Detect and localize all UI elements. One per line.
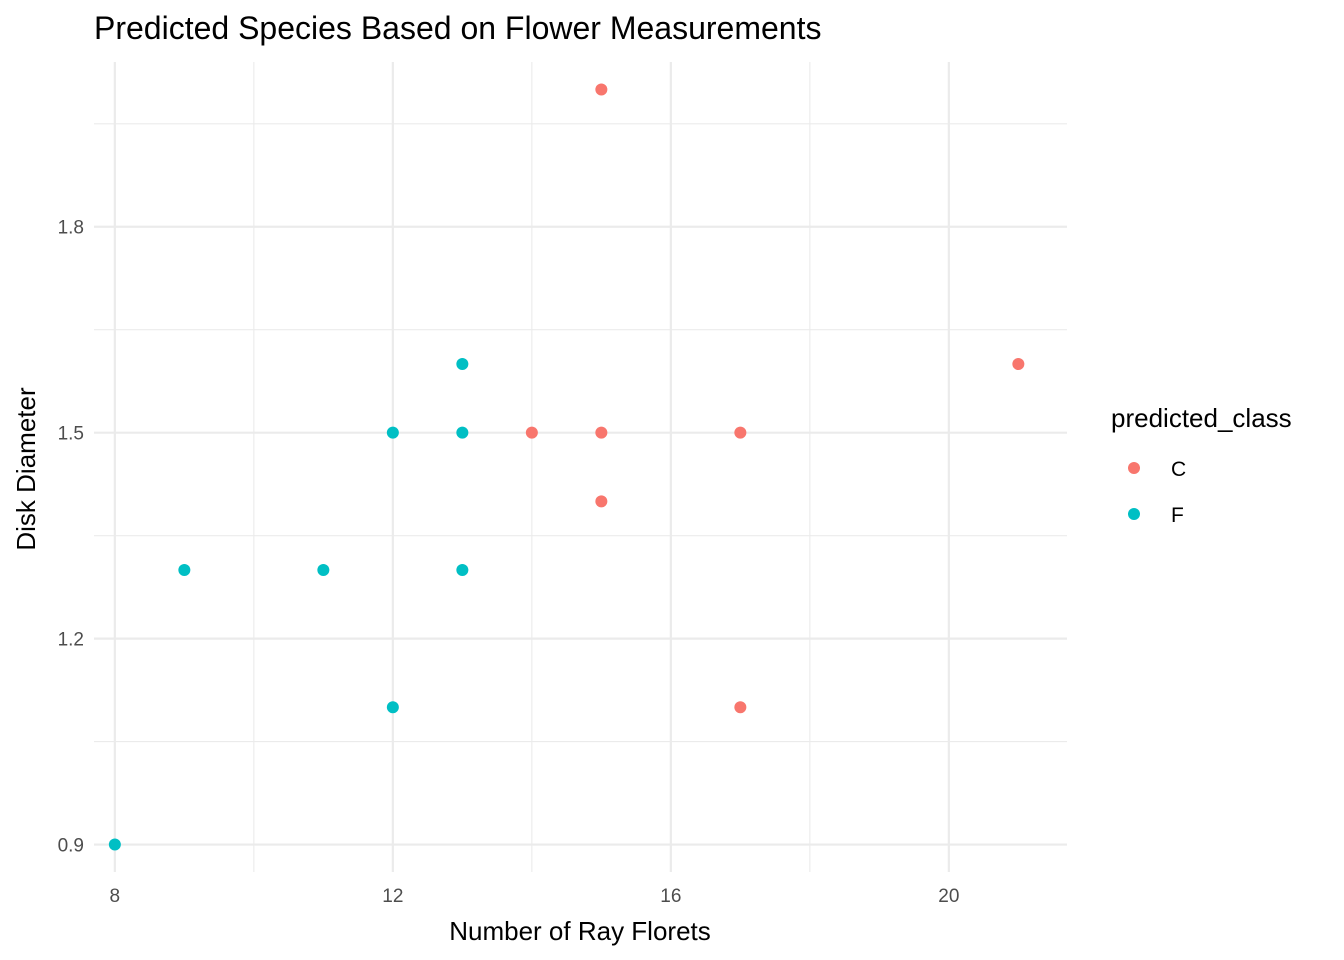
data-point-f xyxy=(108,838,121,851)
x-tick-label: 8 xyxy=(110,886,121,907)
y-axis-title: Disk Diameter xyxy=(11,387,41,551)
x-axis-ticks: 8 12 16 20 xyxy=(110,886,960,907)
data-point-c xyxy=(734,701,747,714)
minor-gridlines xyxy=(94,62,1067,872)
x-tick-label: 20 xyxy=(938,886,959,907)
y-tick-label: 1.5 xyxy=(58,424,84,445)
legend-key-f xyxy=(1128,508,1140,520)
data-point-c xyxy=(734,426,747,439)
data-point-f xyxy=(386,426,399,439)
data-point-f xyxy=(456,563,469,576)
x-axis-title: Number of Ray Florets xyxy=(449,916,711,946)
major-gridlines xyxy=(94,62,1067,872)
data-point-c xyxy=(595,495,608,508)
legend-label-c: C xyxy=(1171,458,1186,481)
y-tick-label: 0.9 xyxy=(58,836,84,857)
data-point-c xyxy=(595,83,608,96)
data-point-f xyxy=(386,701,399,714)
chart-title: Predicted Species Based on Flower Measur… xyxy=(94,10,821,46)
data-point-f xyxy=(456,358,469,371)
data-point-c xyxy=(595,426,608,439)
x-tick-label: 16 xyxy=(660,886,681,907)
data-point-c xyxy=(525,426,538,439)
data-point-f xyxy=(317,563,330,576)
y-axis-ticks: 0.9 1.2 1.5 1.8 xyxy=(58,218,84,857)
legend-entries: CF xyxy=(1128,458,1186,527)
data-point-c xyxy=(1012,358,1025,371)
data-point-f xyxy=(178,563,191,576)
data-points xyxy=(108,83,1025,851)
data-point-f xyxy=(456,426,469,439)
y-tick-label: 1.2 xyxy=(58,630,84,651)
legend-label-f: F xyxy=(1171,504,1184,527)
x-tick-label: 12 xyxy=(382,886,403,907)
legend: predicted_class CF xyxy=(1111,403,1292,527)
legend-title: predicted_class xyxy=(1111,403,1292,433)
y-tick-label: 1.8 xyxy=(58,218,84,239)
legend-key-c xyxy=(1128,462,1140,474)
